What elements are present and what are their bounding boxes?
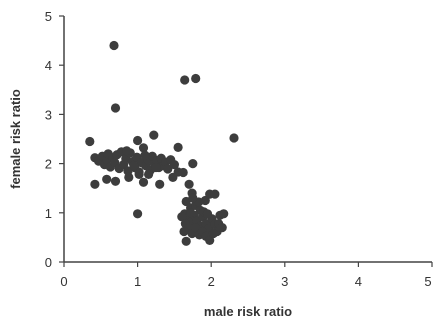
x-axis-title: male risk ratio — [204, 304, 292, 319]
data-point-88 — [191, 223, 201, 233]
y-tick-label-5: 5 — [45, 9, 52, 24]
data-point-42 — [122, 146, 132, 156]
data-point-92 — [205, 235, 215, 245]
data-point-99 — [188, 193, 198, 203]
data-point-50 — [188, 159, 198, 169]
data-point-48 — [149, 130, 159, 140]
data-point-40 — [169, 160, 179, 170]
data-point-27 — [138, 143, 149, 153]
x-tick-label-5: 5 — [424, 274, 431, 289]
data-point-55 — [138, 177, 149, 187]
axes — [63, 16, 432, 263]
data-point-38 — [163, 164, 173, 174]
x-tick-label-4: 4 — [355, 274, 362, 289]
ticks: 0 1 2 3 4 5 0 1 2 3 4 5 — [45, 9, 433, 289]
data-point-0 — [109, 40, 119, 51]
data-point-60 — [133, 209, 143, 219]
y-axis-title: female risk ratio — [8, 89, 23, 189]
data-point-83 — [219, 209, 229, 219]
data-point-45 — [151, 162, 161, 173]
data-point-102 — [202, 209, 213, 219]
data-point-43 — [129, 161, 139, 171]
data-point-4 — [229, 133, 239, 143]
data-point-53 — [110, 176, 121, 186]
x-tick-label-1: 1 — [134, 274, 141, 289]
data-point-2 — [191, 73, 201, 84]
data-point-96 — [186, 208, 196, 218]
x-tick-label-0: 0 — [60, 274, 67, 289]
data-points — [85, 40, 239, 246]
y-tick-label-3: 3 — [45, 107, 52, 122]
data-point-93 — [208, 228, 218, 239]
data-point-61 — [184, 179, 194, 189]
data-point-46 — [144, 169, 154, 179]
data-point-51 — [90, 179, 100, 189]
data-point-59 — [178, 167, 188, 178]
data-point-52 — [102, 174, 112, 184]
y-tick-label-2: 2 — [45, 157, 52, 172]
data-point-94 — [181, 236, 191, 246]
y-tick-label-1: 1 — [45, 206, 52, 221]
data-point-98 — [179, 226, 189, 237]
data-point-49 — [173, 142, 183, 152]
y-tick-label-0: 0 — [45, 255, 52, 270]
data-point-84 — [177, 212, 187, 222]
data-point-54 — [124, 172, 134, 182]
data-point-3 — [110, 103, 121, 113]
data-point-56 — [155, 179, 165, 189]
data-point-44 — [140, 150, 150, 160]
y-tick-label-4: 4 — [45, 58, 52, 73]
x-tick-label-2: 2 — [208, 274, 215, 289]
data-point-58 — [134, 169, 144, 179]
data-point-5 — [85, 136, 95, 147]
data-point-101 — [217, 223, 227, 233]
data-point-1 — [180, 75, 190, 85]
x-tick-label-3: 3 — [281, 274, 288, 289]
data-point-69 — [210, 189, 220, 199]
data-point-47 — [133, 135, 143, 146]
data-point-57 — [168, 172, 178, 182]
